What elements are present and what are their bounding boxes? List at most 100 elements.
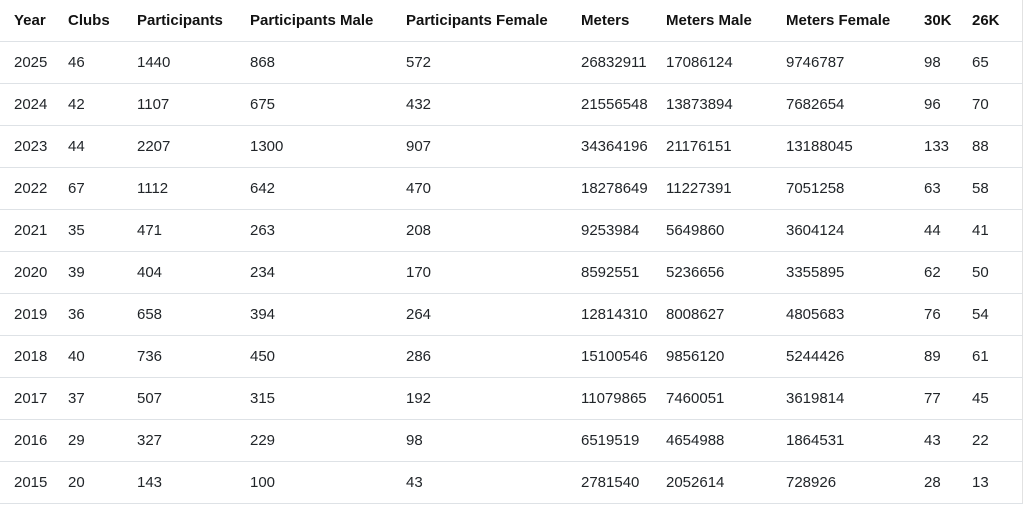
cell-participants: 1107 (137, 83, 250, 126)
cell-30k: 62 (924, 251, 972, 294)
cell-meters-male: 2052614 (666, 461, 786, 504)
table-row: 2018 40 736 450 286 15100546 9856120 5244426 89 6… (0, 335, 1022, 378)
cell-meters-male: 9856120 (666, 335, 786, 378)
cell-participants-male: 229 (250, 419, 406, 462)
table-row: 2015 20 143 100 43 2781540 2052614 728926 28 13 (0, 461, 1022, 504)
cell-year: 2019 (0, 293, 68, 336)
cell-clubs: 42 (68, 83, 137, 126)
cell-meters: 26832911 (581, 41, 666, 84)
table-row: 2023 44 2207 1300 907 34364196 21176151 1318804… (0, 125, 1022, 168)
cell-clubs: 36 (68, 293, 137, 336)
cell-26k: 22 (972, 419, 1022, 462)
cell-meters-male: 17086124 (666, 41, 786, 84)
cell-26k: 58 (972, 167, 1022, 210)
cell-clubs: 39 (68, 251, 137, 294)
cell-year: 2021 (0, 209, 68, 252)
column-header-meters-male: Meters Male (666, 0, 786, 42)
cell-meters-female: 5244426 (786, 335, 924, 378)
column-header-participants: Participants (137, 0, 250, 42)
cell-clubs: 67 (68, 167, 137, 210)
cell-30k: 133 (924, 125, 972, 168)
cell-meters-male: 8008627 (666, 293, 786, 336)
cell-26k: 41 (972, 209, 1022, 252)
cell-clubs: 37 (68, 377, 137, 420)
cell-clubs: 35 (68, 209, 137, 252)
cell-30k: 63 (924, 167, 972, 210)
cell-26k: 45 (972, 377, 1022, 420)
cell-meters: 34364196 (581, 125, 666, 168)
cell-participants: 1440 (137, 41, 250, 84)
column-header-meters: Meters (581, 0, 666, 42)
cell-meters-female: 9746787 (786, 41, 924, 84)
table-header: Year Clubs Participants Participants Male Pa… (0, 0, 1022, 42)
cell-participants: 1112 (137, 167, 250, 210)
cell-26k: 65 (972, 41, 1022, 84)
cell-26k: 13 (972, 461, 1022, 504)
cell-year: 2020 (0, 251, 68, 294)
cell-meters-female: 1864531 (786, 419, 924, 462)
column-header-participants-female: Participants Female (406, 0, 581, 42)
cell-participants: 2207 (137, 125, 250, 168)
cell-meters-female: 7051258 (786, 167, 924, 210)
cell-participants: 507 (137, 377, 250, 420)
cell-year: 2023 (0, 125, 68, 168)
cell-year: 2018 (0, 335, 68, 378)
cell-30k: 44 (924, 209, 972, 252)
cell-participants: 143 (137, 461, 250, 504)
cell-meters-male: 5236656 (666, 251, 786, 294)
cell-meters-male: 21176151 (666, 125, 786, 168)
cell-meters-male: 5649860 (666, 209, 786, 252)
table-row: 2016 29 327 229 98 6519519 4654988 1864531 43 22 (0, 419, 1022, 462)
cell-26k: 50 (972, 251, 1022, 294)
cell-26k: 70 (972, 83, 1022, 126)
cell-year: 2022 (0, 167, 68, 210)
cell-participants-male: 450 (250, 335, 406, 378)
cell-participants-female: 264 (406, 293, 581, 336)
cell-year: 2016 (0, 419, 68, 462)
cell-meters-female: 4805683 (786, 293, 924, 336)
cell-meters: 8592551 (581, 251, 666, 294)
table-body: 2025 46 1440 868 572 26832911 17086124 9746787 9… (0, 41, 1022, 504)
cell-30k: 77 (924, 377, 972, 420)
cell-participants: 404 (137, 251, 250, 294)
table-header-row: Year Clubs Participants Participants Male Pa… (0, 0, 1022, 42)
table-row: 2017 37 507 315 192 11079865 7460051 3619814 77 4… (0, 377, 1022, 420)
cell-meters-male: 13873894 (666, 83, 786, 126)
table-row: 2022 67 1112 642 470 18278649 11227391 7051258 6… (0, 167, 1022, 210)
cell-clubs: 29 (68, 419, 137, 462)
column-header-meters-female: Meters Female (786, 0, 924, 42)
cell-30k: 28 (924, 461, 972, 504)
cell-meters: 6519519 (581, 419, 666, 462)
cell-participants: 736 (137, 335, 250, 378)
cell-participants-male: 100 (250, 461, 406, 504)
cell-30k: 43 (924, 419, 972, 462)
table-row: 2021 35 471 263 208 9253984 5649860 3604124 44 41 (0, 209, 1022, 252)
column-header-26k: 26K (972, 0, 1022, 42)
cell-clubs: 44 (68, 125, 137, 168)
cell-participants-female: 432 (406, 83, 581, 126)
cell-year: 2025 (0, 41, 68, 84)
table-row: 2019 36 658 394 264 12814310 8008627 4805683 76 5… (0, 293, 1022, 336)
cell-participants-male: 1300 (250, 125, 406, 168)
cell-meters-male: 7460051 (666, 377, 786, 420)
cell-participants-male: 675 (250, 83, 406, 126)
cell-participants-female: 170 (406, 251, 581, 294)
column-header-year: Year (0, 0, 68, 42)
cell-participants: 471 (137, 209, 250, 252)
cell-meters: 21556548 (581, 83, 666, 126)
cell-year: 2024 (0, 83, 68, 126)
cell-meters: 11079865 (581, 377, 666, 420)
table-row: 2020 39 404 234 170 8592551 5236656 3355895 62 50 (0, 251, 1022, 294)
cell-year: 2015 (0, 461, 68, 504)
cell-meters: 2781540 (581, 461, 666, 504)
cell-clubs: 40 (68, 335, 137, 378)
cell-meters-female: 13188045 (786, 125, 924, 168)
cell-participants-male: 868 (250, 41, 406, 84)
cell-26k: 54 (972, 293, 1022, 336)
column-header-30k: 30K (924, 0, 972, 42)
cell-26k: 88 (972, 125, 1022, 168)
cell-meters-male: 4654988 (666, 419, 786, 462)
cell-participants-male: 234 (250, 251, 406, 294)
cell-participants-female: 470 (406, 167, 581, 210)
